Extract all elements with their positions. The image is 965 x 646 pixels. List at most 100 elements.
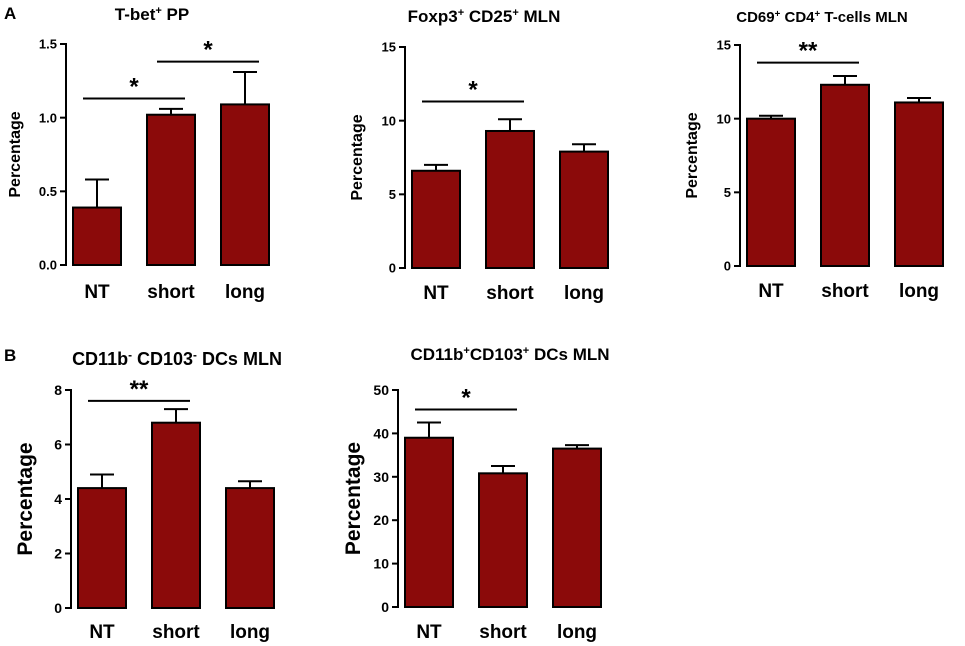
significance-marker: * — [203, 37, 213, 64]
y-tick-label: 10 — [382, 113, 396, 128]
title-superscript: + — [463, 345, 469, 357]
y-tick-label: 8 — [54, 382, 62, 398]
title-superscript: - — [128, 349, 132, 362]
title-text: DCs MLN — [197, 349, 282, 369]
y-tick-label: 15 — [382, 40, 396, 55]
chart-title: CD69+ CD4+ T-cells MLN — [736, 9, 907, 27]
bar-short — [151, 421, 201, 610]
title-text: CD103 — [132, 349, 193, 369]
chart-tbet-pp: T-bet+ PP 0.0 0.5 1.0 1.5 Percentage NT short lo… — [7, 5, 270, 303]
chart-title: CD11b- CD103- DCs MLN — [72, 349, 282, 370]
bar-short — [820, 83, 870, 267]
x-category-label: NT — [84, 282, 110, 303]
y-tick-label: 0 — [724, 259, 731, 274]
bar-nt — [404, 436, 454, 608]
bar-nt — [411, 169, 461, 269]
title-superscript: + — [523, 345, 529, 357]
bar-nt — [77, 487, 127, 610]
x-category-label: short — [147, 282, 195, 303]
y-tick-label: 0.0 — [39, 258, 57, 273]
chart-title: CD11b+CD103+ DCs MLN — [410, 345, 609, 364]
significance-marker: ** — [799, 38, 818, 65]
title-text: MLN — [519, 7, 561, 26]
panel-letter-b: B — [4, 346, 16, 365]
x-category-label: short — [479, 622, 527, 643]
bar-short — [146, 113, 196, 266]
y-axis-title: Percentage — [7, 111, 24, 197]
y-tick-label: 6 — [54, 437, 62, 453]
bar-long — [894, 101, 944, 267]
chart-cd11b-pos-cd103-pos-dcs-mln: CD11b+CD103+ DCs MLN01020304050Percentag… — [342, 345, 610, 643]
x-category-label: short — [152, 622, 200, 643]
y-tick-label: 0.5 — [39, 184, 57, 199]
y-tick-label: 30 — [373, 469, 389, 485]
y-tick-label: 10 — [373, 556, 389, 572]
title-superscript: + — [775, 9, 781, 20]
x-category-label: long — [225, 282, 265, 303]
bar-long — [552, 447, 602, 608]
title-text: Foxp3 — [408, 7, 458, 26]
bar-short — [485, 129, 535, 269]
x-category-label: NT — [423, 283, 449, 304]
y-axis-title: Percentage — [684, 112, 701, 198]
y-tick-label: 1.0 — [39, 110, 57, 125]
title-text: T-bet — [115, 5, 156, 24]
bar-long — [559, 150, 609, 270]
y-tick-label: 0 — [389, 261, 396, 276]
bar-nt — [72, 206, 122, 266]
x-category-label: long — [899, 281, 939, 302]
panel-letter-a: A — [4, 4, 16, 23]
bar-long — [225, 487, 275, 610]
y-axis-title: Percentage — [14, 442, 37, 555]
y-tick-label: 20 — [373, 512, 389, 528]
y-tick-label: 4 — [54, 491, 62, 507]
y-tick-label: 1.5 — [39, 37, 57, 52]
title-superscript: - — [193, 349, 197, 362]
title-text: CD25 — [464, 7, 512, 26]
y-tick-label: 0 — [54, 600, 62, 616]
significance-marker: * — [129, 74, 139, 101]
y-tick-label: 10 — [717, 111, 731, 126]
bar-short — [478, 472, 528, 608]
x-category-label: NT — [416, 622, 442, 643]
x-category-label: long — [230, 622, 270, 643]
title-text: CD11b — [410, 345, 463, 364]
y-tick-label: 50 — [373, 382, 389, 398]
x-category-label: long — [564, 283, 604, 304]
x-category-label: short — [486, 283, 534, 304]
title-superscript: + — [815, 9, 821, 20]
y-axis-title: Percentage — [349, 114, 366, 200]
title-text: CD11b — [72, 349, 128, 369]
x-category-label: long — [557, 622, 597, 643]
x-category-label: NT — [758, 281, 784, 302]
significance-marker: * — [468, 77, 478, 104]
x-category-label: NT — [89, 622, 115, 643]
title-superscript: + — [512, 7, 518, 19]
title-text: CD103 — [470, 345, 523, 364]
title-text: CD4 — [780, 9, 815, 26]
title-superscript: + — [458, 7, 464, 19]
y-tick-label: 2 — [54, 546, 62, 562]
title-superscript: + — [155, 5, 161, 17]
y-axis-title: Percentage — [342, 442, 365, 555]
y-tick-label: 0 — [381, 599, 389, 615]
y-tick-label: 5 — [724, 185, 731, 200]
y-tick-label: 40 — [373, 425, 389, 441]
y-tick-label: 15 — [717, 38, 731, 53]
title-text: DCs MLN — [529, 345, 609, 364]
title-text: CD69 — [736, 9, 774, 26]
significance-marker: * — [461, 385, 471, 412]
chart-title: T-bet+ PP — [115, 5, 189, 24]
chart-cd69-cd4-tcells-mln: CD69+ CD4+ T-cells MLN051015PercentageNT… — [684, 9, 944, 302]
bar-long — [220, 103, 270, 267]
bar-nt — [746, 117, 796, 267]
significance-marker: ** — [130, 376, 149, 403]
y-tick-label: 5 — [389, 187, 396, 202]
x-category-label: short — [821, 281, 869, 302]
title-text: T-cells MLN — [820, 9, 908, 26]
title-text: PP — [162, 5, 189, 24]
chart-title: Foxp3+ CD25+ MLN — [408, 7, 561, 26]
